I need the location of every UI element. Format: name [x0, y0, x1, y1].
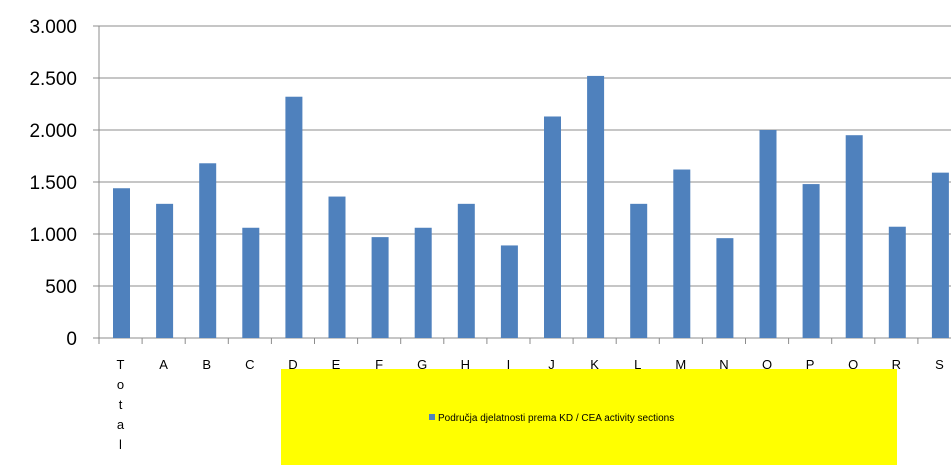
- bar-b: [199, 163, 217, 338]
- bar-d: [285, 96, 303, 338]
- axes: [93, 25, 951, 344]
- bar-f: [371, 237, 389, 338]
- y-tick-label: 1.000: [29, 225, 77, 246]
- x-tick-label: F: [375, 357, 383, 372]
- y-tick-labels: 0 500 1.000 1.500 2.000 2.500 3.000: [29, 17, 77, 350]
- bar-o: [759, 130, 777, 338]
- x-tick-label: K: [590, 357, 599, 372]
- legend-box: [281, 369, 897, 465]
- bar-c: [242, 227, 260, 338]
- x-tick-label: P: [806, 357, 815, 372]
- x-tick-label: D: [288, 357, 297, 372]
- bar-s: [931, 172, 949, 338]
- bar-l: [630, 203, 648, 338]
- bar-g: [414, 227, 432, 338]
- x-tick-label: Q: [848, 357, 858, 372]
- y-tick-label: 1.500: [29, 173, 77, 194]
- bar-i: [500, 245, 518, 338]
- bar-j: [544, 116, 561, 338]
- bars: [113, 75, 949, 339]
- x-tick-label: B: [202, 357, 211, 372]
- x-tick-label: I: [507, 357, 511, 372]
- gridlines: [99, 25, 951, 287]
- x-tick-label: M: [675, 357, 686, 372]
- x-tick-label: G: [417, 357, 427, 372]
- y-tick-label: 500: [45, 277, 77, 298]
- bar-a: [156, 203, 174, 338]
- bar-e: [328, 196, 346, 338]
- x-tick-label: C: [245, 357, 254, 372]
- bar-m: [673, 169, 691, 338]
- y-tick-label: 2.500: [29, 69, 77, 90]
- y-tick-label: 3.000: [29, 17, 77, 38]
- x-tick-label: S: [935, 357, 944, 372]
- bar-q: [845, 135, 863, 338]
- x-tick-label: A: [159, 357, 168, 372]
- legend: Područja djelatnosti prema KD / CEA acti…: [281, 369, 897, 465]
- x-tick-label: O: [762, 357, 772, 372]
- bar-total: [113, 188, 130, 338]
- x-tick-label: H: [461, 357, 470, 372]
- x-tick-label: E: [332, 357, 341, 372]
- bar-p: [802, 184, 820, 338]
- legend-swatch: [429, 414, 435, 420]
- bar-r: [888, 226, 906, 338]
- x-tick-label: N: [719, 357, 728, 372]
- y-tick-label: 2.000: [29, 121, 77, 142]
- bar-h: [457, 203, 475, 338]
- x-tick-label: R: [892, 357, 901, 372]
- x-tick-label: L: [634, 357, 641, 372]
- bar-k: [587, 75, 605, 339]
- x-tick-label: J: [548, 357, 555, 372]
- legend-label: Područja djelatnosti prema KD / CEA acti…: [438, 413, 674, 424]
- y-tick-label: 0: [66, 329, 77, 350]
- bar-n: [716, 238, 734, 338]
